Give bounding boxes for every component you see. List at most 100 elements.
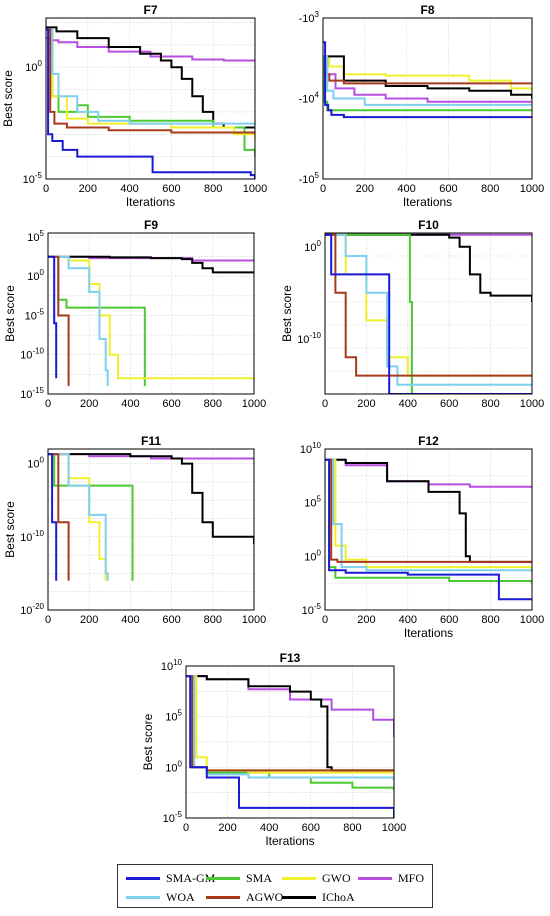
series-line-agwo [325, 233, 532, 377]
x-tick-label: 800 [204, 398, 222, 410]
x-tick-label: 800 [204, 183, 222, 195]
legend-item-mfo: MFO [358, 871, 424, 885]
y-tick-label: 1010 [300, 441, 322, 456]
chart-f11: 0 200 400 600 800 1000 100 10-10 10-20 F11 Best sc… [3, 434, 266, 626]
legend-swatch [126, 876, 160, 880]
x-tick-label: 800 [204, 614, 222, 626]
legend-swatch [206, 876, 240, 880]
x-tick-label: 200 [218, 822, 236, 834]
y-tick-label: 1010 [161, 658, 183, 673]
x-tick-label: 200 [80, 398, 98, 410]
x-tick-label: 1000 [242, 614, 266, 626]
legend-label: MFO [398, 870, 425, 885]
x-tick-label: 600 [440, 398, 458, 410]
series-line-woa [323, 55, 532, 106]
x-tick-label: 1000 [520, 398, 544, 410]
x-tick-label: 600 [162, 398, 180, 410]
x-tick-label: 200 [356, 183, 374, 195]
x-tick-label: 400 [121, 398, 139, 410]
x-tick-label: 600 [440, 614, 458, 626]
y-tick-label: 10-15 [20, 386, 44, 401]
series-line-sma-gm [48, 255, 58, 379]
x-tick-label: 200 [357, 614, 375, 626]
y-tick-label: 10-20 [20, 602, 44, 617]
y-tick-label: 100 [27, 456, 44, 471]
plot-area [48, 449, 254, 610]
x-tick-label: 800 [481, 614, 499, 626]
x-tick-label: 1000 [242, 398, 266, 410]
series-line-sma-gm [325, 458, 532, 601]
legend-item-woa: WOA [126, 890, 195, 904]
y-tick-label: -104 [299, 91, 320, 106]
legend-item-ichoa: IChoA [282, 890, 355, 904]
chart-title: F12 [418, 434, 439, 448]
x-tick-label: 600 [162, 183, 180, 195]
x-tick-label: 400 [120, 183, 138, 195]
legend-label: SMA [246, 870, 273, 885]
x-tick-label: 0 [320, 183, 326, 195]
x-tick-label: 1000 [520, 183, 544, 195]
chart-title: F7 [143, 3, 157, 17]
x-axis-label: Iterations [265, 834, 314, 848]
series-line-ichoa [48, 453, 254, 545]
y-axis-label: Best score [3, 501, 17, 558]
chart-f9: 0 200 400 600 800 1000 105 100 10-5 10-10 10-15 F9 B… [3, 218, 266, 410]
series-line-woa [48, 255, 109, 387]
legend-item-sma-gm: SMA-GM [126, 871, 215, 885]
legend-swatch [206, 895, 240, 899]
series-line-woa [46, 28, 255, 128]
y-tick-label: 100 [25, 59, 42, 74]
y-tick-label: 10-5 [25, 307, 45, 322]
y-axis-label: Best score [1, 70, 15, 127]
plot-frame [324, 232, 533, 395]
series-line-agwo [48, 453, 70, 581]
chart-title: F9 [144, 218, 158, 232]
y-tick-label: 100 [304, 548, 321, 563]
x-tick-label: 200 [357, 398, 375, 410]
legend-label: SMA-GM [166, 870, 216, 885]
x-tick-label: 800 [343, 822, 361, 834]
plot-frame [45, 17, 256, 180]
y-tick-label: 10-5 [23, 171, 43, 186]
series-line-ichoa [325, 233, 532, 302]
x-tick-label: 1000 [243, 183, 267, 195]
x-tick-label: 400 [399, 398, 417, 410]
y-tick-label: 105 [304, 495, 321, 510]
legend-label: IChoA [322, 889, 355, 904]
legend-item-sma: SMA [206, 871, 272, 885]
series-line-sma [325, 233, 413, 394]
y-tick-label: 100 [27, 268, 44, 283]
x-tick-label: 800 [481, 398, 499, 410]
y-axis-label: Best score [280, 285, 294, 342]
series-line-gwo [323, 55, 532, 91]
legend-swatch [358, 876, 392, 880]
y-tick-label: 10-10 [20, 529, 44, 544]
x-tick-label: 400 [397, 183, 415, 195]
plot-frame [47, 232, 255, 395]
series-line-sma-gm [325, 233, 532, 394]
series-line-sma-gm [186, 675, 394, 818]
x-tick-label: 0 [45, 398, 51, 410]
chart-f12: 0 200 400 600 800 1000 1010 105 100 10-5 F12 Iterat… [300, 434, 544, 640]
x-tick-label: 800 [481, 183, 499, 195]
x-tick-label: 0 [183, 822, 189, 834]
series-line-agwo [325, 458, 532, 563]
plot-frame [185, 665, 395, 819]
y-tick-label: 100 [304, 239, 321, 254]
legend-swatch [126, 895, 160, 899]
series-line-sma-gm [46, 28, 255, 179]
chart-title: F11 [141, 434, 161, 448]
x-tick-label: 400 [399, 614, 417, 626]
y-tick-label: 105 [27, 229, 44, 244]
legend-label: WOA [166, 889, 195, 904]
series-line-ichoa [48, 255, 254, 274]
plot-frame [324, 448, 533, 611]
y-tick-label: 100 [165, 759, 182, 774]
x-tick-label: 400 [121, 614, 139, 626]
x-tick-label: 400 [260, 822, 278, 834]
chart-title: F8 [420, 3, 434, 17]
legend-swatch [282, 895, 316, 899]
plot-frame [47, 448, 255, 611]
legend-label: GWO [322, 870, 351, 885]
x-tick-label: 600 [439, 183, 457, 195]
